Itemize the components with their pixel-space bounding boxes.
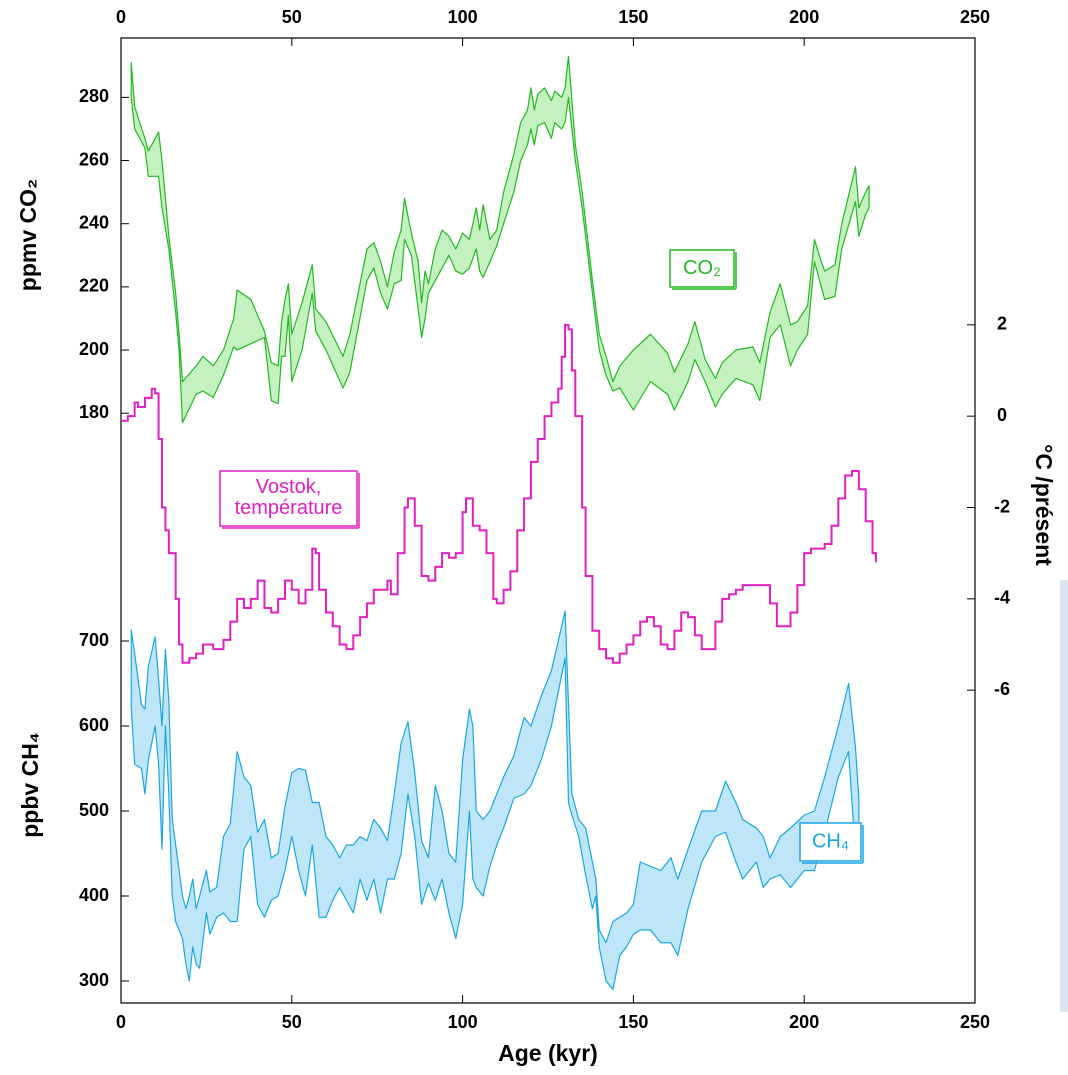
y2-tick-label: -6 xyxy=(994,679,1010,699)
x-tick-label: 50 xyxy=(282,7,302,27)
x-tick-label: 250 xyxy=(960,7,990,27)
x-tick-label: 200 xyxy=(789,7,819,27)
scroll-strip xyxy=(1060,580,1068,1012)
y2-tick-label: -2 xyxy=(994,496,1010,516)
y-tick-label: 220 xyxy=(79,276,109,296)
x-tick-label: 150 xyxy=(618,7,648,27)
x-tick-label: 0 xyxy=(116,1012,126,1032)
label-box xyxy=(669,249,735,288)
y-tick-label: 300 xyxy=(79,970,109,990)
y-tick-label: 700 xyxy=(79,630,109,650)
y-tick-label: 180 xyxy=(79,402,109,422)
x-tick-label: 250 xyxy=(960,1012,990,1032)
y-tick-label: 500 xyxy=(79,800,109,820)
annotation: CO₂ xyxy=(683,257,721,279)
y-tick-label: 280 xyxy=(79,86,109,106)
x-tick-label: 50 xyxy=(282,1012,302,1032)
band-area xyxy=(130,610,860,991)
x-tick-label: 150 xyxy=(618,1012,648,1032)
x-axis-label: Age (kyr) xyxy=(498,1040,598,1066)
y-axis-label: ppbv CH₄ xyxy=(17,732,43,838)
y-tick-label: 200 xyxy=(79,339,109,359)
plot-frame xyxy=(120,37,976,1004)
y-tick-label: 600 xyxy=(79,715,109,735)
x-tick-label: 200 xyxy=(789,1012,819,1032)
y2-tick-label: -4 xyxy=(994,588,1010,608)
x-tick-label: 0 xyxy=(116,7,126,27)
label-box xyxy=(219,470,358,527)
annotation: CH₄ xyxy=(812,830,849,852)
y2-axis-label: °C /présent xyxy=(1031,444,1057,566)
y-axis-label: ppmv CO₂ xyxy=(15,179,41,291)
temperature-line xyxy=(121,323,877,664)
x-tick-label: 100 xyxy=(448,1012,478,1032)
band-area xyxy=(130,55,870,424)
label-box xyxy=(799,822,862,862)
y-tick-label: 400 xyxy=(79,885,109,905)
y-tick-label: 260 xyxy=(79,149,109,169)
annotation: Vostok, température xyxy=(235,476,343,519)
y2-tick-label: 2 xyxy=(997,314,1007,334)
x-tick-label: 100 xyxy=(448,7,478,27)
y-tick-label: 240 xyxy=(79,212,109,232)
y2-tick-label: 0 xyxy=(997,405,1007,425)
